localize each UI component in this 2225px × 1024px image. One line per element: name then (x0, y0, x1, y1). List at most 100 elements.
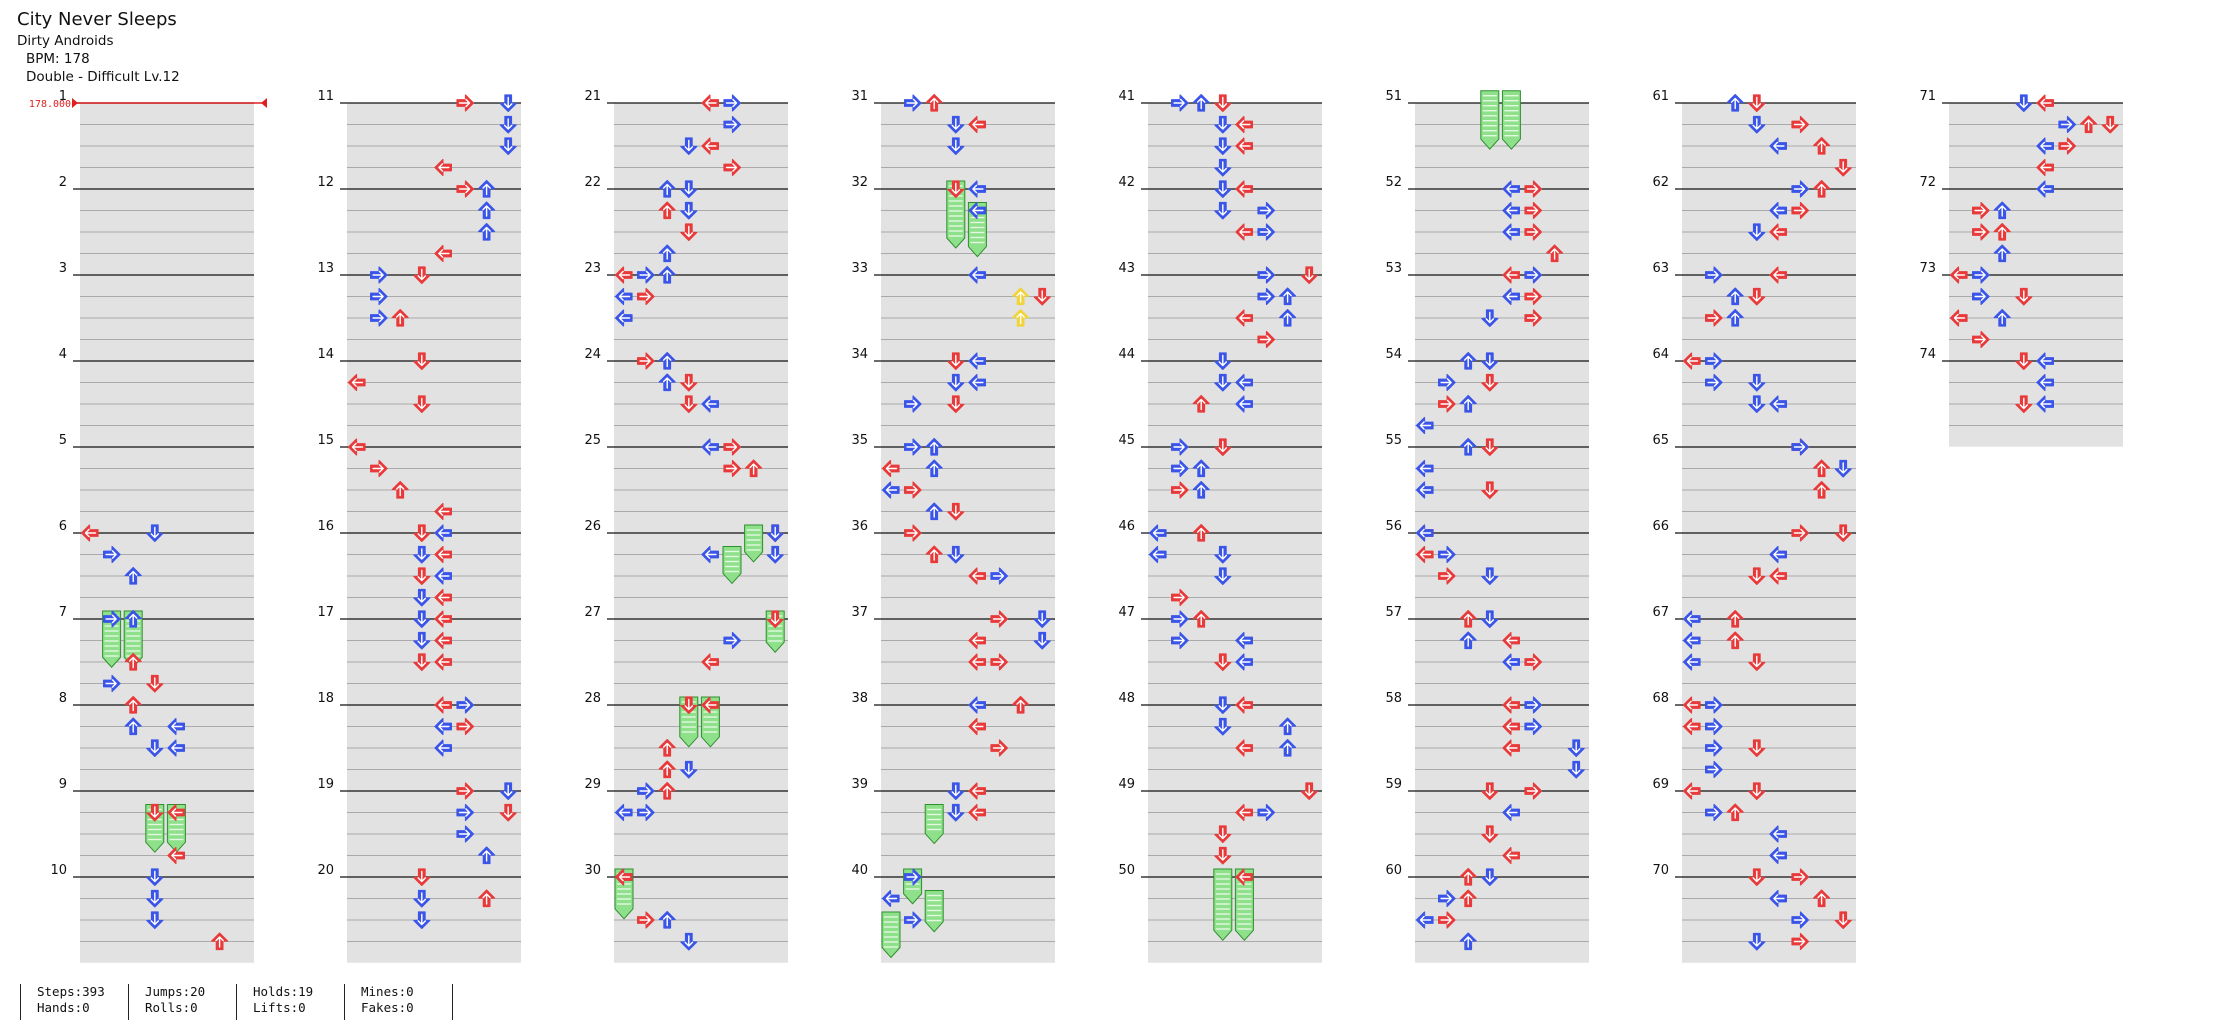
beat-stripe (1682, 683, 1856, 705)
arrow-highlight (1686, 356, 1699, 366)
arrow-highlight (705, 141, 717, 151)
arrow-left (1769, 889, 1788, 908)
measure-number: 60 (1385, 863, 1402, 878)
arrow-right (1567, 739, 1585, 758)
arrow-left (881, 889, 900, 908)
beat-stripe (1415, 447, 1589, 469)
arrow-highlight (1259, 808, 1272, 817)
arrow-highlight (1037, 634, 1047, 646)
arrow-left (968, 653, 987, 671)
arrow-up (2080, 115, 2098, 134)
beat-stripe (80, 425, 254, 447)
arrow-highlight (1997, 312, 2007, 325)
arrow-up (124, 717, 142, 736)
arrow-highlight (150, 526, 160, 539)
arrow-highlight (885, 485, 898, 495)
measure-number: 33 (851, 261, 868, 276)
arrow-highlight (417, 397, 427, 410)
beat-stripe (347, 597, 521, 619)
arrow-highlight (1259, 206, 1272, 215)
arrow-up (1993, 201, 2011, 220)
beat-stripe (80, 296, 254, 318)
arrow-highlight (1817, 463, 1826, 475)
beat-stripe (881, 361, 1055, 383)
arrow-highlight (992, 571, 1005, 581)
arrow-highlight (417, 892, 427, 904)
beat-stripe (1682, 425, 1856, 447)
arrow-down (102, 610, 121, 628)
beat-stripe (347, 210, 521, 232)
arrow-highlight (1974, 227, 1986, 237)
arrow-highlight (417, 591, 427, 603)
beat-stripe (1949, 253, 2123, 275)
beat-stripe (881, 103, 1055, 125)
arrow-right (413, 653, 431, 672)
arrow-left (614, 266, 633, 284)
beat-stripe (1415, 511, 1589, 533)
beat-stripe (614, 210, 788, 232)
arrow-down (1524, 180, 1543, 198)
arrow-highlight (1218, 698, 1228, 711)
beat-stripe (347, 619, 521, 641)
arrow-up (925, 437, 943, 456)
beat-stripe (1148, 189, 1322, 211)
arrow-left (701, 545, 720, 564)
arrow-highlight (1218, 354, 1228, 367)
beat-stripe (1682, 748, 1856, 770)
arrow-down (1524, 223, 1543, 241)
beat-stripe (1682, 490, 1856, 512)
arrow-up (1726, 308, 1744, 327)
arrow-highlight (417, 268, 427, 281)
measure-number: 58 (1385, 691, 1402, 706)
arrow-highlight (972, 657, 984, 667)
arrow-down (370, 309, 388, 327)
arrow-highlight (128, 613, 138, 626)
beat-stripe (1148, 382, 1322, 404)
arrow-left (1235, 631, 1254, 650)
arrow-left (1235, 868, 1254, 886)
measure-number: 20 (317, 863, 334, 878)
beat-stripe (1682, 210, 1856, 232)
beat-stripe (614, 275, 788, 297)
beat-stripe (1682, 576, 1856, 598)
hold-note (924, 804, 944, 845)
measure-number: 5 (59, 433, 67, 448)
arrow-up (1192, 459, 1210, 478)
beat-stripe (80, 361, 254, 383)
beat-stripe (1148, 318, 1322, 340)
arrow-right (680, 137, 698, 156)
arrow-down (1524, 287, 1543, 306)
arrow-highlight (1239, 399, 1251, 409)
beat-stripe (347, 382, 521, 404)
arrow-up (124, 609, 142, 628)
arrow-highlight (1440, 399, 1452, 409)
arrow-left (1502, 739, 1521, 757)
beat-stripe (614, 597, 788, 619)
beat-stripe (614, 361, 788, 383)
beat-stripe (80, 468, 254, 490)
arrow-highlight (2040, 141, 2052, 151)
beat-stripe (1949, 124, 2123, 146)
arrow-down (456, 825, 475, 843)
arrow-up (1278, 738, 1297, 757)
beat-stripe (1148, 812, 1322, 834)
arrow-highlight (1974, 270, 1986, 280)
arrow-highlight (1463, 441, 1473, 454)
arrow-highlight (1752, 376, 1762, 388)
measure-number: 57 (1385, 605, 1402, 620)
arrow-down (1437, 373, 1456, 392)
arrow-highlight (684, 935, 694, 947)
arrow-left (968, 803, 987, 822)
beat-stripe (1949, 167, 2123, 189)
measure-number: 50 (1118, 863, 1135, 878)
arrow-right (146, 524, 164, 543)
arrow-left (167, 846, 185, 865)
arrow-left (1769, 545, 1788, 564)
arrow-right (1481, 481, 1499, 500)
beat-stripe (1415, 640, 1589, 662)
arrow-highlight (1037, 612, 1047, 625)
stats-col-1: Steps:393 Hands:0 (20, 984, 145, 1020)
beat-stripe (881, 490, 1055, 512)
arrow-left (968, 266, 987, 284)
arrow-right (947, 545, 965, 564)
